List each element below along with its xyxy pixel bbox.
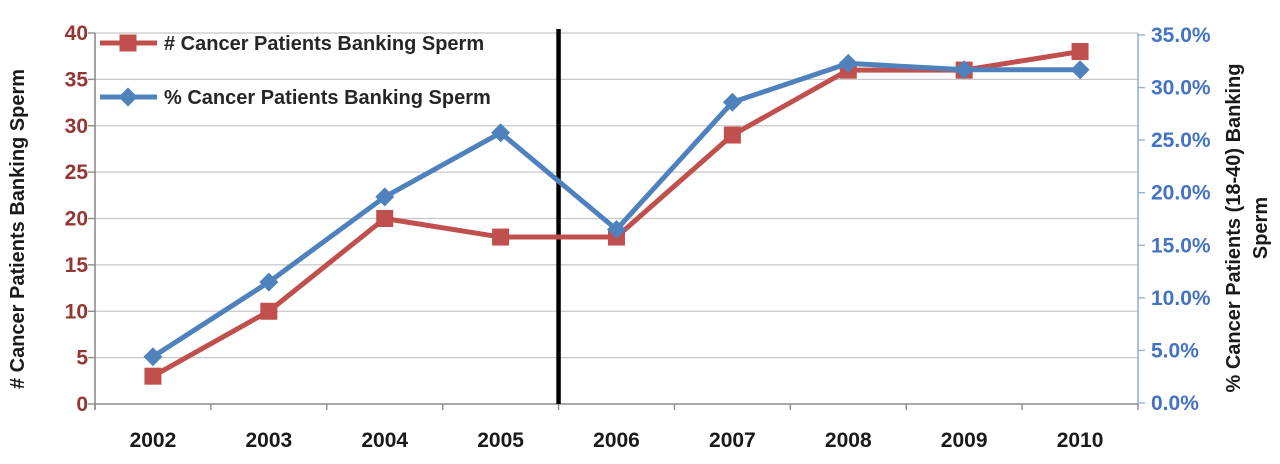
- right-axis-title-line: % Cancer Patients (18-40) Banking: [1223, 64, 1245, 393]
- right-axis-title: % Cancer Patients (18-40) Banking Sperm: [1223, 64, 1272, 393]
- right-axis-ticks: 35.0% 30.0% 25.0% 20.0% 15.0% 10.0% 5.0% 0.0%: [1138, 24, 1211, 415]
- data-point-marker-diamond: [491, 123, 511, 143]
- legend-item-percent: % Cancer Patients Banking Sperm: [100, 87, 491, 109]
- data-point-marker-diamond: [722, 92, 742, 112]
- right-axis-tick-label: 15.0%: [1151, 234, 1211, 257]
- right-axis-tick-label: 35.0%: [1151, 24, 1211, 47]
- data-point-marker-diamond: [1070, 60, 1090, 80]
- left-axis-tick-label: 5: [76, 347, 88, 370]
- data-point-marker-square: [376, 210, 394, 227]
- left-axis-tick-label: 10: [65, 300, 88, 323]
- data-point-marker-diamond: [118, 87, 138, 107]
- gridlines: [95, 32, 1138, 359]
- x-axis-tick-label: 2010: [1057, 429, 1104, 452]
- data-point-marker-diamond: [838, 53, 858, 73]
- x-axis-tick-label: 2005: [477, 429, 524, 452]
- data-point-marker-diamond: [607, 220, 626, 240]
- right-axis-tick-label: 25.0%: [1151, 129, 1211, 152]
- legend-label: # Cancer Patients Banking Sperm: [164, 33, 484, 55]
- right-axis-title-line: Sperm: [1250, 197, 1272, 259]
- right-axis-tick-label: 20.0%: [1151, 182, 1211, 205]
- x-axis-tick-label: 2004: [361, 429, 408, 452]
- legend-label: % Cancer Patients Banking Sperm: [164, 87, 491, 109]
- right-axis-tick-label: 5.0%: [1151, 339, 1199, 362]
- legend: # Cancer Patients Banking Sperm % Cancer …: [100, 33, 491, 109]
- left-axis-ticks: 40 35 30 25 20 15 10 5 0: [65, 22, 95, 416]
- left-axis-tick-label: 15: [65, 254, 89, 277]
- data-point-marker-diamond: [954, 60, 974, 80]
- data-point-marker-square: [723, 126, 741, 144]
- data-point-marker-square: [119, 34, 137, 52]
- x-axis-tick-label: 2008: [825, 429, 872, 452]
- right-axis-tick-label: 10.0%: [1151, 287, 1211, 310]
- data-point-marker-diamond: [143, 347, 163, 367]
- data-point-marker-diamond: [375, 187, 395, 207]
- series-percent: [143, 53, 1090, 367]
- right-axis-tick-label: 0.0%: [1151, 392, 1199, 415]
- left-axis-tick-label: 20: [65, 208, 88, 231]
- x-axis-tick-label: 2003: [245, 429, 292, 452]
- data-point-marker-square: [492, 228, 510, 246]
- x-axis-tick-label: 2009: [941, 429, 988, 452]
- legend-item-count: # Cancer Patients Banking Sperm: [100, 33, 484, 55]
- x-axis-ticks: 2002 2003 2004 2005 2006 2007 2008 2009 2010: [94, 404, 1139, 452]
- left-axis-title: # Cancer Patients Banking Sperm: [7, 69, 29, 389]
- left-axis-tick-label: 0: [76, 393, 88, 416]
- left-axis-tick-label: 40: [65, 22, 88, 45]
- left-axis-tick-label: 35: [65, 68, 89, 91]
- left-axis-tick-label: 25: [65, 161, 89, 184]
- right-axis-tick-label: 30.0%: [1151, 77, 1211, 100]
- data-point-marker-square: [1071, 43, 1089, 61]
- x-axis-tick-label: 2007: [709, 429, 756, 452]
- data-point-marker-square: [144, 367, 162, 385]
- left-axis-tick-label: 30: [65, 115, 88, 138]
- data-point-marker-diamond: [259, 272, 279, 292]
- x-axis-tick-label: 2006: [593, 429, 640, 452]
- data-point-marker-square: [260, 302, 278, 320]
- x-axis-tick-label: 2002: [130, 429, 177, 452]
